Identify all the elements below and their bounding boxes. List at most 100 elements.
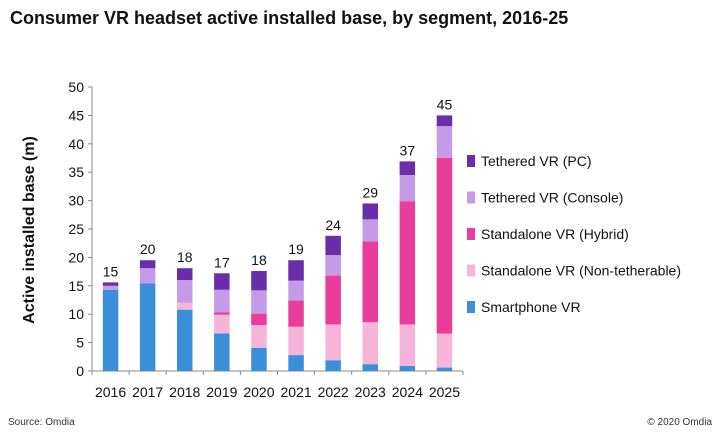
bar-segment bbox=[214, 312, 230, 315]
bar-segment bbox=[139, 260, 156, 269]
bar-segment bbox=[362, 203, 378, 220]
bar-segment bbox=[362, 364, 378, 371]
bar-segment bbox=[399, 161, 416, 176]
bar-segment bbox=[102, 285, 119, 290]
bar-segment bbox=[251, 313, 267, 325]
bar-segment bbox=[362, 219, 378, 242]
bar-group-2017 bbox=[139, 260, 156, 371]
bar-segment bbox=[362, 322, 378, 365]
x-tick-label: 2016 bbox=[95, 384, 126, 400]
x-tick-label: 2024 bbox=[392, 384, 423, 400]
bar-segment bbox=[399, 365, 416, 371]
y-tick-label: 10 bbox=[68, 306, 84, 322]
bar-segment bbox=[214, 314, 230, 334]
bar-group-2022 bbox=[325, 235, 341, 371]
source-note: Source: Omdia bbox=[8, 417, 75, 428]
bar-segment bbox=[177, 268, 193, 281]
y-tick-label: 30 bbox=[68, 193, 84, 209]
x-tick-label: 2023 bbox=[355, 384, 386, 400]
bar-segment bbox=[251, 290, 267, 314]
bar-segment bbox=[214, 289, 230, 313]
total-label: 37 bbox=[400, 142, 416, 158]
total-label: 19 bbox=[288, 241, 304, 257]
y-tick-label: 25 bbox=[68, 221, 84, 237]
bar-group-2018 bbox=[177, 268, 193, 371]
total-label: 18 bbox=[177, 249, 193, 265]
legend-item: Smartphone VR bbox=[467, 299, 581, 315]
bar-segment bbox=[399, 324, 416, 366]
bar-group-2021 bbox=[288, 260, 304, 371]
bar-segment bbox=[139, 268, 156, 284]
legend-label: Smartphone VR bbox=[481, 299, 581, 315]
total-label: 29 bbox=[362, 184, 378, 200]
x-tick-label: 2020 bbox=[243, 384, 274, 400]
bar-segment bbox=[325, 235, 341, 256]
y-tick-label: 40 bbox=[68, 136, 84, 152]
x-tick-label: 2018 bbox=[169, 384, 200, 400]
bar-segment bbox=[288, 300, 304, 327]
legend-item: Tethered VR (Console) bbox=[467, 190, 623, 206]
bar-segment bbox=[139, 283, 156, 371]
total-label: 15 bbox=[103, 263, 119, 279]
bar-segment bbox=[436, 367, 453, 371]
bar-segment bbox=[325, 255, 341, 276]
total-label: 18 bbox=[251, 252, 267, 268]
bar-segment bbox=[102, 282, 119, 286]
x-tick-label: 2022 bbox=[318, 384, 349, 400]
legend-swatch bbox=[467, 301, 475, 313]
bar-segment bbox=[214, 333, 230, 371]
y-tick-label: 0 bbox=[76, 363, 84, 379]
total-label: 24 bbox=[325, 217, 341, 233]
y-tick-label: 15 bbox=[68, 278, 84, 294]
bar-segment bbox=[288, 326, 304, 356]
bar-group-2024 bbox=[399, 161, 416, 371]
total-label: 20 bbox=[140, 241, 156, 257]
bar-group-2016 bbox=[102, 282, 119, 371]
bar-segment bbox=[436, 333, 453, 368]
bar-segment bbox=[325, 275, 341, 325]
bar-segment bbox=[251, 324, 267, 348]
total-label: 45 bbox=[437, 96, 453, 112]
legend-item: Standalone VR (Hybrid) bbox=[467, 226, 629, 242]
y-tick-label: 5 bbox=[76, 335, 84, 351]
x-tick-label: 2019 bbox=[206, 384, 237, 400]
bar-segment bbox=[251, 347, 267, 371]
legend-label: Tethered VR (PC) bbox=[481, 153, 591, 169]
bar-segment bbox=[102, 289, 119, 371]
y-tick-label: 20 bbox=[68, 249, 84, 265]
bar-segment bbox=[436, 158, 453, 334]
legend-label: Standalone VR (Non-tetherable) bbox=[481, 263, 681, 279]
legend-swatch bbox=[467, 228, 475, 240]
bar-segment bbox=[288, 355, 304, 371]
x-tick-label: 2017 bbox=[132, 384, 163, 400]
bar-group-2025 bbox=[436, 115, 453, 371]
bar-group-2023 bbox=[362, 203, 378, 371]
legend-label: Tethered VR (Console) bbox=[481, 190, 623, 206]
chart-title: Consumer VR headset active installed bas… bbox=[10, 8, 569, 28]
bar-segment bbox=[177, 280, 193, 303]
total-label: 17 bbox=[214, 254, 230, 270]
bar-segment bbox=[325, 360, 341, 371]
legend-swatch bbox=[467, 191, 475, 204]
bar-segment bbox=[436, 126, 453, 158]
legend-item: Tethered VR (PC) bbox=[467, 153, 591, 169]
bar-segment bbox=[325, 324, 341, 361]
legend-swatch bbox=[467, 264, 475, 277]
y-tick-label: 50 bbox=[68, 79, 84, 95]
bar-group-2019 bbox=[214, 273, 230, 371]
bar-segment bbox=[214, 273, 230, 290]
y-tick-label: 45 bbox=[68, 107, 84, 123]
bar-group-2020 bbox=[251, 271, 267, 371]
legend-label: Standalone VR (Hybrid) bbox=[481, 226, 629, 242]
bar-segment bbox=[399, 201, 416, 325]
bar-segment bbox=[399, 175, 416, 202]
bar-segment bbox=[288, 260, 304, 281]
x-tick-label: 2021 bbox=[280, 384, 311, 400]
bar-segment bbox=[362, 241, 378, 323]
legend-item: Standalone VR (Non-tetherable) bbox=[467, 263, 681, 279]
bar-segment bbox=[288, 280, 304, 301]
bar-segment bbox=[177, 309, 193, 371]
bar-segment bbox=[251, 271, 267, 291]
legend-swatch bbox=[467, 155, 475, 167]
